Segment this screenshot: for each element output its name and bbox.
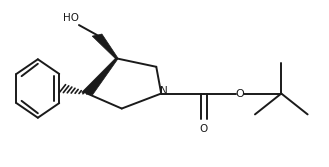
Polygon shape [82, 58, 118, 95]
Text: HO: HO [63, 13, 79, 23]
Text: O: O [236, 89, 244, 99]
Text: O: O [200, 124, 208, 134]
Polygon shape [92, 34, 118, 59]
Text: N: N [160, 86, 168, 96]
